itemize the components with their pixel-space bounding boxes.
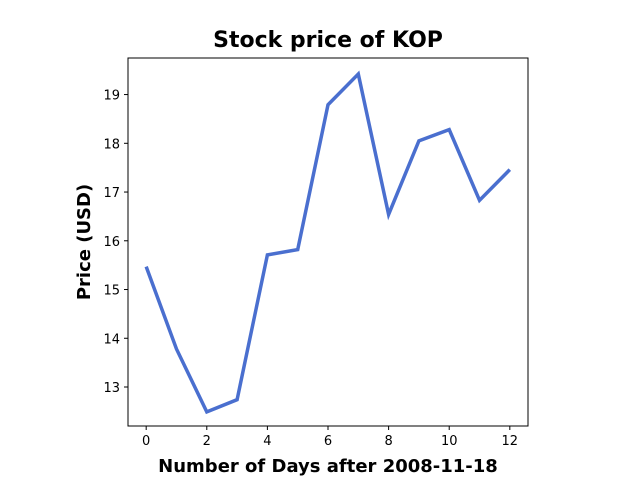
chart-title: Stock price of KOP bbox=[213, 28, 443, 53]
x-tick-label: 2 bbox=[203, 434, 211, 449]
series-layer bbox=[144, 70, 512, 415]
y-tick-label: 13 bbox=[103, 381, 120, 396]
x-tick-label: 6 bbox=[324, 434, 332, 449]
x-tick-label: 10 bbox=[441, 434, 458, 449]
y-tick-label: 19 bbox=[103, 89, 120, 104]
x-tick-label: 0 bbox=[142, 434, 150, 449]
y-tick-label: 18 bbox=[103, 137, 120, 152]
y-tick-label: 17 bbox=[103, 186, 120, 201]
y-tick-label: 14 bbox=[103, 332, 120, 347]
x-tick-label: 12 bbox=[502, 434, 519, 449]
x-tick-label: 8 bbox=[384, 434, 392, 449]
x-axis-label: Number of Days after 2008-11-18 bbox=[158, 456, 498, 477]
y-axis-ticks: 13 14 15 16 17 18 19 bbox=[103, 89, 128, 396]
y-tick-label: 15 bbox=[103, 284, 120, 299]
x-tick-label: 4 bbox=[263, 434, 271, 449]
y-axis-label: Price (USD) bbox=[74, 184, 95, 300]
price-series-line bbox=[144, 70, 512, 415]
y-tick-label: 16 bbox=[103, 235, 120, 250]
x-axis-ticks: 0 2 4 6 8 10 12 bbox=[142, 426, 518, 449]
